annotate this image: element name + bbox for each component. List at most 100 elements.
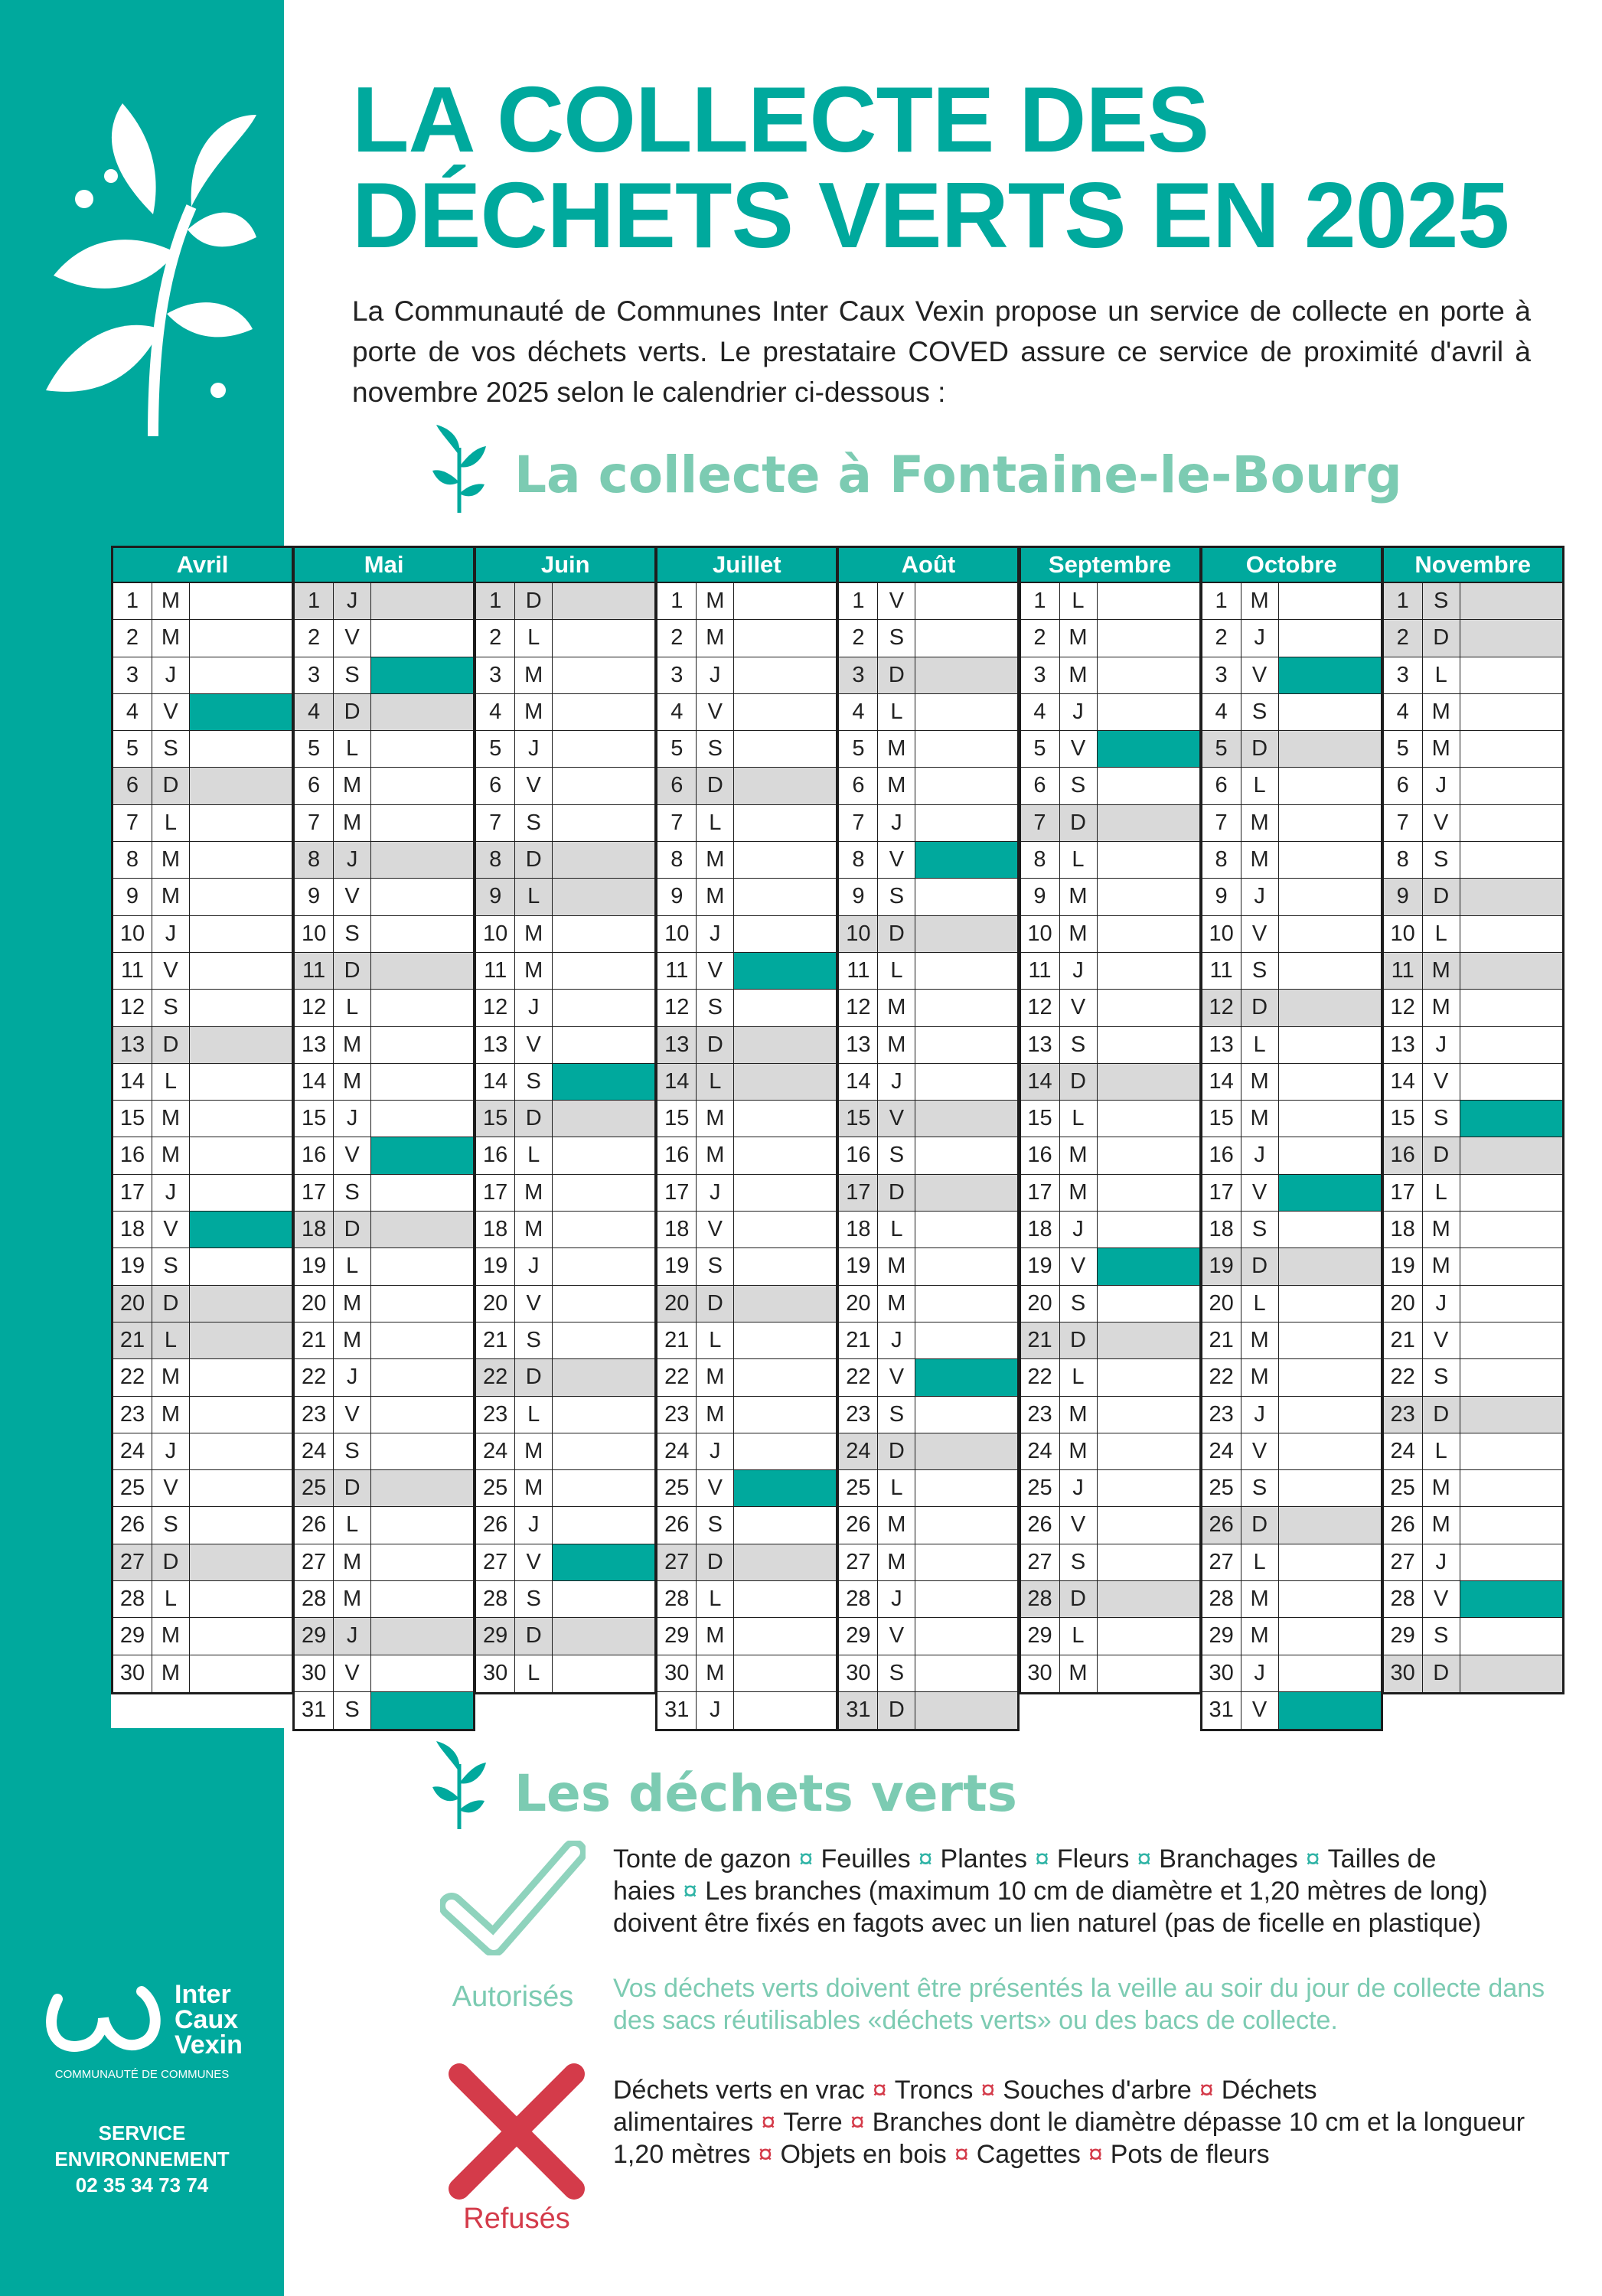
day-number: 10 (476, 915, 516, 952)
day-number: 14 (1384, 1063, 1423, 1101)
day-letter: S (1241, 1212, 1279, 1248)
day-number: 17 (1202, 1174, 1241, 1212)
day-cell (734, 879, 836, 915)
day-number: 1 (476, 583, 516, 620)
separator: ¤ (1137, 1844, 1152, 1874)
day-row: 13 J (1383, 1026, 1562, 1064)
day-letter: V (1423, 804, 1460, 842)
day-cell (371, 1397, 473, 1433)
day-cell (1279, 620, 1381, 656)
day-letter: D (1422, 620, 1460, 657)
day-letter: V (878, 583, 916, 620)
day-row: 18 M (1383, 1212, 1562, 1249)
day-letter: M (334, 1581, 372, 1618)
day-row: 20 M (839, 1285, 1018, 1322)
day-cell (1279, 694, 1381, 730)
day-number: 11 (657, 952, 697, 990)
day-number: 29 (1384, 1618, 1423, 1655)
day-row: 29 M (657, 1618, 837, 1655)
day-row: 27 S (1020, 1544, 1199, 1582)
day-cell (1278, 990, 1381, 1026)
month-column: Août 1 V 2 S 3 D 4 L 5 M 6 M 7 J 8 V 9 S 10 D 11 L 12 M 13 M 14 J 15 V… (837, 546, 1020, 1732)
day-cell (1279, 1618, 1381, 1654)
collection-day (190, 693, 292, 731)
day-cell (190, 879, 292, 915)
day-number: 14 (113, 1063, 152, 1101)
day-letter: L (697, 1322, 735, 1359)
day-cell (371, 916, 473, 952)
day-row: 21 L (657, 1322, 837, 1360)
day-number: 30 (113, 1655, 152, 1692)
day-letter: M (697, 1396, 735, 1433)
day-cell (371, 1248, 473, 1284)
day-number: 4 (1202, 693, 1241, 731)
day-cell (1098, 1175, 1199, 1211)
day-number: 13 (1021, 1026, 1060, 1063)
day-number: 12 (1384, 990, 1423, 1026)
separator: ¤ (758, 2140, 773, 2169)
day-letter: J (515, 990, 553, 1026)
day-letter: D (515, 1618, 553, 1655)
day-row: 12 S (657, 990, 837, 1027)
day-letter: L (515, 1655, 553, 1692)
day-number: 15 (1384, 1101, 1423, 1137)
day-number: 21 (1384, 1322, 1423, 1359)
day-letter: D (1422, 1137, 1460, 1174)
day-number: 29 (476, 1618, 516, 1655)
day-letter: D (697, 1544, 735, 1581)
day-number: 4 (113, 693, 152, 731)
day-number: 9 (657, 879, 697, 915)
day-number: 16 (839, 1137, 879, 1174)
day-cell (915, 1137, 1017, 1173)
day-row: 23 M (657, 1396, 837, 1433)
day-cell (734, 1101, 836, 1137)
day-row: 11 V (657, 952, 837, 990)
day-cell (553, 1322, 654, 1358)
day-row: 30 M (113, 1655, 292, 1692)
day-row: 20 J (1383, 1285, 1562, 1322)
day-cell (734, 620, 836, 656)
day-number: 11 (1202, 952, 1241, 990)
day-cell (1460, 1286, 1562, 1322)
day-letter: V (152, 1212, 190, 1248)
day-row: 16 L (476, 1137, 655, 1175)
day-row: 14 M (295, 1063, 474, 1101)
day-letter: J (515, 1507, 553, 1544)
day-number: 16 (1202, 1137, 1241, 1174)
day-cell (1098, 916, 1199, 952)
day-letter: S (878, 879, 916, 915)
day-number: 23 (1383, 1396, 1423, 1433)
day-number: 27 (1021, 1544, 1060, 1581)
day-letter: S (515, 1322, 553, 1359)
day-letter: M (515, 693, 553, 731)
day-number: 14 (657, 1063, 697, 1101)
day-cell (1098, 990, 1199, 1026)
day-cell (734, 990, 836, 1026)
day-row: 24 J (657, 1433, 837, 1471)
phone: 02 35 34 73 74 (75, 2174, 209, 2197)
day-cell (915, 953, 1017, 989)
day-number: 4 (476, 693, 516, 731)
day-row: 23 D (1383, 1396, 1562, 1433)
day-number: 21 (1020, 1322, 1060, 1359)
day-number: 6 (113, 768, 152, 804)
day-cell (1460, 1359, 1562, 1395)
item: Plantes (940, 1844, 1027, 1874)
day-row: 26 D (1202, 1507, 1381, 1544)
day-letter: S (1241, 1470, 1279, 1507)
separator: ¤ (798, 1844, 814, 1874)
day-row: 28 J (839, 1581, 1018, 1619)
day-row: 13 M (839, 1026, 1018, 1064)
day-row: 23 M (113, 1396, 292, 1433)
day-number: 12 (113, 990, 152, 1026)
day-cell (1279, 1322, 1381, 1358)
day-letter: D (515, 1101, 553, 1137)
day-letter: M (1423, 731, 1460, 768)
